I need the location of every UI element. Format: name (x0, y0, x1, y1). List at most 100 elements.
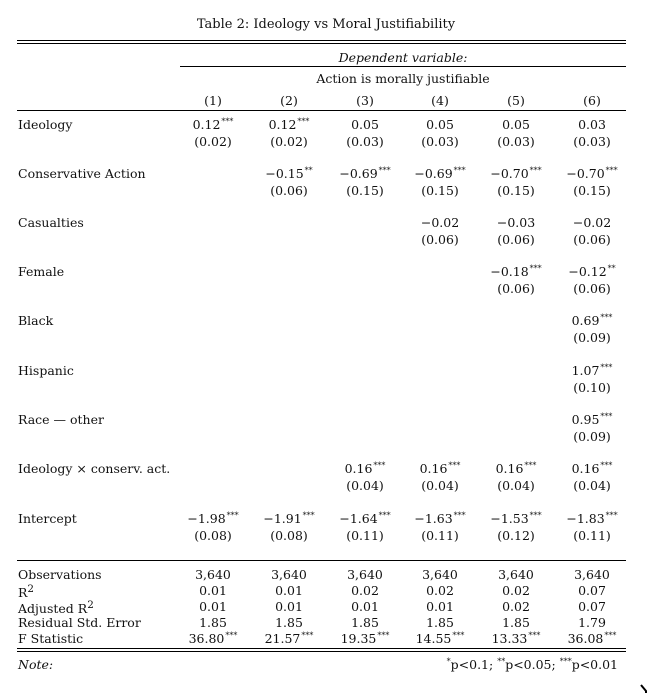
standard-error-cell: (0.02) (270, 134, 308, 149)
coefficient-cell: 1.07*** (571, 363, 613, 378)
standard-error-cell: (0.04) (421, 478, 459, 493)
coefficient-cell: −0.12** (568, 264, 616, 279)
standard-error-cell: (0.06) (497, 281, 535, 296)
stat-cell: 3,640 (347, 567, 383, 582)
stat-cell: 1.85 (502, 615, 530, 630)
column-header-1: (1) (204, 93, 222, 108)
row-label: Race — other (18, 412, 104, 427)
stat-cell: 3,640 (271, 567, 307, 582)
coefficient-cell: −0.69*** (414, 166, 466, 181)
coefficient-cell: 0.16*** (419, 461, 461, 476)
stat-cell: 0.01 (199, 599, 227, 614)
column-header-4: (4) (431, 93, 449, 108)
standard-error-cell: (0.03) (497, 134, 535, 149)
stat-label: Observations (18, 567, 102, 582)
stat-cell: 0.01 (426, 599, 454, 614)
standard-error-cell: (0.12) (497, 528, 535, 543)
coefficient-cell: 0.16*** (571, 461, 613, 476)
standard-error-cell: (0.06) (421, 232, 459, 247)
row-label: Ideology (18, 117, 73, 132)
stat-cell: 21.57*** (264, 631, 314, 646)
stat-label: Residual Std. Error (18, 615, 141, 630)
stat-cell: 36.08*** (567, 631, 617, 646)
coefficient-cell: −1.83*** (566, 511, 618, 526)
stat-cell: 1.85 (351, 615, 379, 630)
stat-cell: 1.85 (275, 615, 303, 630)
standard-error-cell: (0.04) (497, 478, 535, 493)
note-label: Note: (18, 657, 54, 672)
coefficient-cell: −1.53*** (490, 511, 542, 526)
standard-error-cell: (0.03) (573, 134, 611, 149)
stat-label: F Statistic (18, 631, 84, 646)
standard-error-cell: (0.15) (421, 183, 459, 198)
row-label: Casualties (18, 215, 84, 230)
standard-error-cell: (0.15) (346, 183, 384, 198)
coefficient-cell: 0.05 (502, 117, 530, 132)
stat-cell: 36.80*** (188, 631, 238, 646)
standard-error-cell: (0.10) (573, 380, 611, 395)
standard-error-cell: (0.11) (573, 528, 611, 543)
coefficient-cell: −0.03 (496, 215, 536, 230)
stat-cell: 0.01 (275, 583, 303, 598)
stat-cell: 0.02 (502, 583, 530, 598)
standard-error-cell: (0.15) (573, 183, 611, 198)
coefficient-cell: 0.69*** (571, 313, 613, 328)
standard-error-cell: (0.06) (270, 183, 308, 198)
column-header-6: (6) (583, 93, 601, 108)
top-rule-1 (17, 40, 626, 41)
page-corner-mark (640, 684, 647, 693)
standard-error-cell: (0.04) (573, 478, 611, 493)
row-label: Conservative Action (18, 166, 146, 181)
coefficient-cell: −0.69*** (339, 166, 391, 181)
row-label: Intercept (18, 511, 77, 526)
standard-error-cell: (0.06) (573, 232, 611, 247)
standard-error-cell: (0.08) (270, 528, 308, 543)
coefficient-cell: −1.98*** (187, 511, 239, 526)
stat-cell: 0.02 (351, 583, 379, 598)
stat-cell: 0.02 (502, 599, 530, 614)
coefficient-cell: 0.03 (578, 117, 606, 132)
coefficient-cell: −0.18*** (490, 264, 542, 279)
header-rule (17, 110, 626, 111)
stat-label: Adjusted R2 (18, 599, 94, 617)
standard-error-cell: (0.06) (573, 281, 611, 296)
stat-cell: 1.85 (426, 615, 454, 630)
dv-underline (180, 66, 626, 67)
standard-error-cell: (0.11) (421, 528, 459, 543)
coefficient-cell: −0.02 (420, 215, 460, 230)
stat-cell: 0.01 (199, 583, 227, 598)
coefficient-cell: 0.05 (351, 117, 379, 132)
coefficient-cell: 0.95*** (571, 412, 613, 427)
coefficient-cell: −0.15** (265, 166, 313, 181)
coefficient-cell: −0.70*** (566, 166, 618, 181)
row-label: Ideology × conserv. act. (18, 461, 171, 476)
standard-error-cell: (0.11) (346, 528, 384, 543)
standard-error-cell: (0.09) (573, 330, 611, 345)
stat-cell: 19.35*** (340, 631, 390, 646)
column-header-5: (5) (507, 93, 525, 108)
stat-label: R2 (18, 583, 35, 601)
table-caption: Table 2: Ideology vs Moral Justifiabilit… (196, 17, 456, 32)
bottom-rule-2 (17, 651, 626, 652)
dependent-variable-name: Action is morally justifiable (316, 71, 490, 86)
stat-cell: 3,640 (195, 567, 231, 582)
standard-error-cell: (0.02) (194, 134, 232, 149)
standard-error-cell: (0.06) (497, 232, 535, 247)
standard-error-cell: (0.15) (497, 183, 535, 198)
row-label: Black (18, 313, 54, 328)
coefficient-cell: −1.91*** (263, 511, 315, 526)
stat-cell: 0.07 (578, 599, 606, 614)
bottom-rule-1 (17, 648, 626, 649)
stat-cell: 3,640 (574, 567, 610, 582)
standard-error-cell: (0.04) (346, 478, 384, 493)
coefficient-cell: −0.02 (572, 215, 612, 230)
coefficient-cell: −1.63*** (414, 511, 466, 526)
stat-cell: 13.33*** (491, 631, 541, 646)
stat-cell: 1.85 (199, 615, 227, 630)
top-rule-2 (17, 43, 626, 44)
stat-cell: 0.01 (351, 599, 379, 614)
coefficient-cell: 0.16*** (495, 461, 537, 476)
standard-error-cell: (0.03) (346, 134, 384, 149)
stat-cell: 3,640 (498, 567, 534, 582)
coefficient-cell: 0.05 (426, 117, 454, 132)
